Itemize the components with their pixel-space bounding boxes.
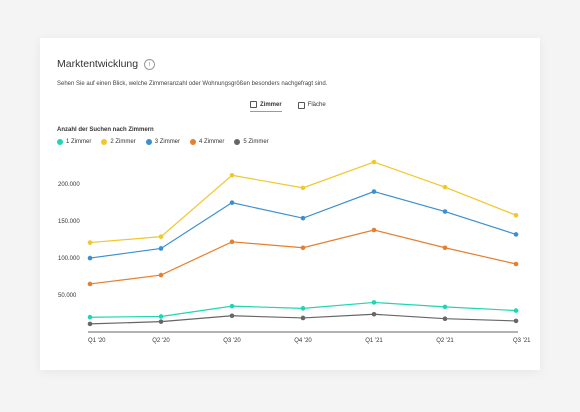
legend-swatch xyxy=(234,139,241,145)
data-point-4-4 xyxy=(300,245,306,251)
data-point-2-3 xyxy=(229,173,235,178)
x-tick-label: Q1 '21 xyxy=(365,338,383,344)
data-point-1-7 xyxy=(513,308,519,313)
y-tick-label: 200.000 xyxy=(58,182,80,188)
data-point-4-5 xyxy=(371,227,377,233)
tab-bar: Zimmer Fläche xyxy=(250,101,326,112)
data-point-1-6 xyxy=(442,304,448,310)
series-line-2 xyxy=(89,161,517,244)
data-point-5-5 xyxy=(371,311,377,317)
tab-zimmer[interactable]: Zimmer xyxy=(250,101,282,112)
market-card: Marktentwicklung i Sehen Sie auf einen B… xyxy=(40,38,540,370)
data-point-3-3 xyxy=(229,200,235,205)
x-tick-label: Q4 '20 xyxy=(294,338,312,344)
legend-label: 2 Zimmer xyxy=(110,139,136,145)
legend-swatch xyxy=(101,139,108,145)
data-point-2-4 xyxy=(300,185,306,191)
y-tick-label: 150.000 xyxy=(58,219,80,225)
data-point-4-1 xyxy=(87,281,93,287)
tab-zimmer-label: Zimmer xyxy=(260,101,282,108)
page-title: Marktentwicklung xyxy=(57,58,139,70)
legend-item-5[interactable]: 5 Zimmer xyxy=(234,139,269,145)
x-tick-label: Q1 '20 xyxy=(88,338,106,344)
legend-label: 1 Zimmer xyxy=(66,139,92,145)
data-point-3-5 xyxy=(371,189,377,194)
data-point-2-5 xyxy=(371,159,377,165)
y-tick-label: 100.000 xyxy=(58,256,80,262)
data-point-1-3 xyxy=(229,303,235,309)
legend-item-2[interactable]: 2 Zimmer xyxy=(101,139,136,145)
legend-item-1[interactable]: 1 Zimmer xyxy=(57,139,91,145)
data-point-4-2 xyxy=(158,272,164,278)
tab-flaeche[interactable]: Fläche xyxy=(297,101,326,112)
data-point-3-6 xyxy=(442,209,448,214)
legend-item-4[interactable]: 4 Zimmer xyxy=(190,139,224,145)
data-point-5-1 xyxy=(87,321,93,327)
title-row: Marktentwicklung i xyxy=(57,58,156,70)
x-tick-label: Q2 '20 xyxy=(152,338,170,344)
legend-swatch xyxy=(57,139,63,145)
data-point-3-1 xyxy=(87,255,93,261)
legend-swatch xyxy=(190,139,197,145)
data-point-5-3 xyxy=(229,313,235,319)
x-tick-label: Q2 '21 xyxy=(436,338,454,344)
data-point-3-7 xyxy=(513,232,519,237)
square-icon xyxy=(297,101,305,109)
series-line-4 xyxy=(89,229,517,285)
tab-flaeche-label: Fläche xyxy=(307,102,326,108)
data-point-5-6 xyxy=(442,316,448,321)
chart-title: Anzahl der Suchen nach Zimmern xyxy=(57,127,154,133)
data-point-3-4 xyxy=(300,215,306,221)
data-point-1-1 xyxy=(87,314,93,320)
line-chart: 50.000 100.000 150.000 200.000 Q1 '20 Q2 '20 Q… xyxy=(58,159,531,344)
chart-legend: 1 Zimmer 2 Zimmer 3 Zimmer 4 Zimmer 5 Zimmer xyxy=(57,139,269,145)
y-tick-label: 50.000 xyxy=(58,293,77,299)
data-point-1-4 xyxy=(300,306,306,311)
data-point-3-2 xyxy=(158,246,164,251)
info-icon[interactable]: i xyxy=(144,58,156,70)
data-point-2-1 xyxy=(87,240,93,245)
legend-label: 3 Zimmer xyxy=(154,139,181,145)
data-point-5-4 xyxy=(300,315,306,321)
data-point-2-6 xyxy=(442,184,448,190)
legend-label: 5 Zimmer xyxy=(243,139,269,145)
page-subtitle: Sehen Sie auf einen Blick, welche Zimmer… xyxy=(57,81,328,87)
data-point-1-5 xyxy=(371,300,377,305)
data-point-4-6 xyxy=(442,245,448,251)
data-point-2-2 xyxy=(158,234,164,239)
legend-label: 4 Zimmer xyxy=(199,139,225,145)
data-point-1-2 xyxy=(158,314,164,319)
legend-swatch xyxy=(145,139,152,145)
x-tick-label: Q3 '21 xyxy=(513,338,531,344)
legend-item-3[interactable]: 3 Zimmer xyxy=(145,139,181,145)
data-point-4-3 xyxy=(229,239,235,245)
data-point-4-7 xyxy=(513,261,519,267)
data-point-5-7 xyxy=(513,318,519,324)
x-tick-label: Q3 '20 xyxy=(223,338,241,344)
data-point-5-2 xyxy=(158,319,164,324)
data-point-2-7 xyxy=(513,212,519,218)
square-icon xyxy=(250,101,257,108)
